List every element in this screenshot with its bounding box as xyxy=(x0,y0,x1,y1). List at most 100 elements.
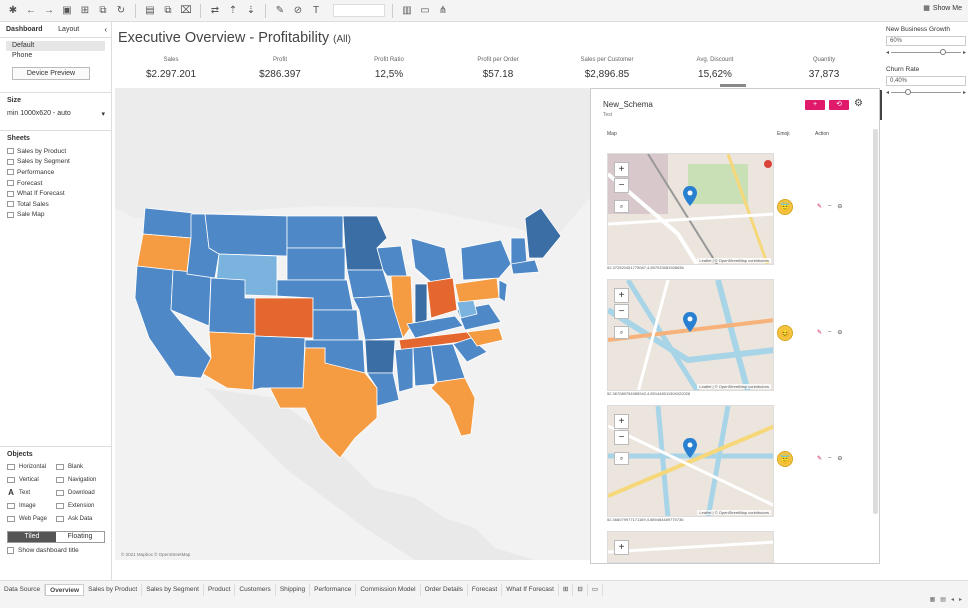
tab-order-details[interactable]: Order Details xyxy=(421,584,468,596)
extension-scrollbar[interactable] xyxy=(873,129,878,514)
sheet-item[interactable]: Total Sales xyxy=(7,199,105,210)
search-icon[interactable]: ⌕ xyxy=(614,452,629,465)
kpi-quantity[interactable]: Quantity 37,873 xyxy=(808,57,840,80)
tab-shipping[interactable]: Shipping xyxy=(276,584,311,596)
object-vertical[interactable]: Vertical xyxy=(7,475,56,484)
kpi-sales-per-customer[interactable]: Sales per Customer $2,896.85 xyxy=(580,57,634,80)
new-sheet-icon[interactable]: ⊞ xyxy=(559,584,574,596)
tab-sales-by-product[interactable]: Sales by Product xyxy=(84,584,143,596)
object-text[interactable]: A Text xyxy=(8,487,31,497)
tiled-button[interactable]: Tiled xyxy=(8,532,56,542)
delete-icon[interactable]: ⊖ xyxy=(837,330,843,336)
label-icon[interactable]: T xyxy=(312,5,320,16)
map-tile[interactable]: + − ⌕ Leaflet | © OpenStreetMap contribu… xyxy=(607,279,774,391)
more-icon[interactable]: – xyxy=(828,455,832,461)
pause-icon[interactable]: ⧉ xyxy=(99,5,107,16)
group-icon[interactable]: ⊘ xyxy=(293,5,303,16)
tab-customers[interactable]: Customers xyxy=(235,584,276,596)
save-icon[interactable]: ▣ xyxy=(62,5,72,16)
param-slider[interactable]: ◂ ▸ xyxy=(886,49,966,56)
zoom-in-button[interactable]: + xyxy=(614,288,629,303)
new-dashboard-icon[interactable]: ⊟ xyxy=(573,584,588,596)
edit-icon[interactable]: ✎ xyxy=(817,204,823,210)
duplicate-icon[interactable]: ⧉ xyxy=(164,5,172,16)
param-input[interactable]: 0.40% xyxy=(886,76,966,86)
sheet-item[interactable]: Sales by Product xyxy=(7,146,105,157)
map-tile[interactable]: + xyxy=(607,531,774,563)
next-icon[interactable]: ▸ xyxy=(958,597,962,603)
tab-forecast[interactable]: Forecast xyxy=(468,584,503,596)
sheet-item[interactable]: Forecast xyxy=(7,178,105,189)
new-sheet-icon[interactable]: ▤ xyxy=(145,5,155,16)
object-download[interactable]: Download xyxy=(56,488,105,497)
gear-icon[interactable]: ⚙ xyxy=(854,98,863,109)
tab-data-source[interactable]: Data Source xyxy=(0,584,46,596)
size-dropdown[interactable]: min 1000x620 - auto ▾ xyxy=(7,110,105,118)
clear-icon[interactable]: ⌧ xyxy=(180,5,192,16)
add-row-button[interactable]: + xyxy=(805,100,825,110)
us-state-map[interactable] xyxy=(115,88,590,560)
swap-icon[interactable]: ⇄ xyxy=(210,5,220,16)
kpi-sales[interactable]: Sales $2.297.201 xyxy=(145,57,197,80)
tab-commission-model[interactable]: Commission Model xyxy=(356,584,421,596)
undo-button[interactable]: ⟲ xyxy=(829,100,849,110)
device-phone[interactable]: Phone xyxy=(12,52,33,59)
share-icon[interactable]: ⋔ xyxy=(438,5,448,16)
search-icon[interactable]: ⌕ xyxy=(614,200,629,213)
tableau-logo-icon[interactable]: ✱ xyxy=(8,5,18,16)
highlight-icon[interactable]: ✎ xyxy=(275,5,285,16)
refresh-icon[interactable]: ↻ xyxy=(116,5,126,16)
sheet-item[interactable]: Performance xyxy=(7,167,105,178)
sheet-item[interactable]: What If Forecast xyxy=(7,188,105,199)
tab-overview[interactable]: Overview xyxy=(45,584,85,596)
kpi-profit-ratio[interactable]: Profit Ratio 12,5% xyxy=(374,57,404,80)
sort-desc-icon[interactable]: ⇣ xyxy=(246,5,256,16)
slider-knob[interactable] xyxy=(939,49,946,55)
prev-icon[interactable]: ◂ xyxy=(950,597,954,603)
object-ask-data[interactable]: Ask Data xyxy=(56,514,105,523)
floating-button[interactable]: Floating xyxy=(67,533,93,540)
sales-map[interactable]: © 2021 Mapbox © OpenStreetMap xyxy=(115,88,590,560)
slider-knob[interactable] xyxy=(905,89,911,95)
more-icon[interactable]: – xyxy=(828,329,832,335)
fix-axes-icon[interactable]: ▥ xyxy=(402,5,412,16)
collapse-panel-icon[interactable]: ‹ xyxy=(104,25,107,34)
redo-icon[interactable]: → xyxy=(44,5,54,16)
device-preview-button[interactable]: Device Preview xyxy=(12,67,90,80)
presentation-icon[interactable]: ▭ xyxy=(420,5,430,16)
object-navigation[interactable]: Navigation xyxy=(56,475,105,484)
param-slider[interactable]: ◂ ▸ xyxy=(886,89,966,96)
zoom-in-button[interactable]: + xyxy=(614,414,629,429)
kpi-avg-discount[interactable]: Avg. Discount 15,62% xyxy=(696,57,734,80)
undo-icon[interactable]: ← xyxy=(26,5,36,16)
map-tile[interactable]: + − ⌕ Leaflet | © OpenStreetMap contribu… xyxy=(607,153,774,265)
filmstrip-icon[interactable]: ▤ xyxy=(940,597,946,603)
fit-select[interactable] xyxy=(333,4,385,17)
map-tile[interactable]: + − ⌕ Leaflet | © OpenStreetMap contribu… xyxy=(607,405,774,517)
object-horizontal[interactable]: Horizontal xyxy=(7,462,56,471)
tab-performance[interactable]: Performance xyxy=(310,584,357,596)
edit-icon[interactable]: ✎ xyxy=(817,330,823,336)
sheet-item[interactable]: Sale Map xyxy=(7,210,105,221)
new-story-icon[interactable]: ▭ xyxy=(588,584,603,596)
sort-asc-icon[interactable]: ⇡ xyxy=(228,5,238,16)
object-web-page[interactable]: Web Page xyxy=(7,514,56,523)
delete-icon[interactable]: ⊖ xyxy=(837,204,843,210)
object-extension[interactable]: Extension xyxy=(56,501,105,510)
object-blank[interactable]: Blank xyxy=(56,462,105,471)
kpi-profit-per-order[interactable]: Profit per Order $57.18 xyxy=(477,57,519,80)
zoom-in-button[interactable]: + xyxy=(614,162,629,177)
kpi-profit[interactable]: Profit $286.397 xyxy=(259,57,301,80)
search-icon[interactable]: ⌕ xyxy=(614,326,629,339)
object-image[interactable]: Image xyxy=(7,501,56,510)
tab-what-if-forecast[interactable]: What If Forecast xyxy=(502,584,559,596)
show-title-checkbox[interactable]: Show dashboard title xyxy=(7,547,105,554)
tab-layout[interactable]: Layout xyxy=(58,26,80,33)
sheet-item[interactable]: Sales by Segment xyxy=(7,157,105,168)
tab-sales-by-segment[interactable]: Sales by Segment xyxy=(142,584,204,596)
param-input[interactable]: 60% xyxy=(886,36,966,46)
tab-dashboard[interactable]: Dashboard xyxy=(6,26,43,33)
zoom-out-button[interactable]: − xyxy=(614,430,629,445)
drag-handle[interactable] xyxy=(720,84,746,87)
show-me-button[interactable]: ▦ Show Me xyxy=(923,4,962,13)
